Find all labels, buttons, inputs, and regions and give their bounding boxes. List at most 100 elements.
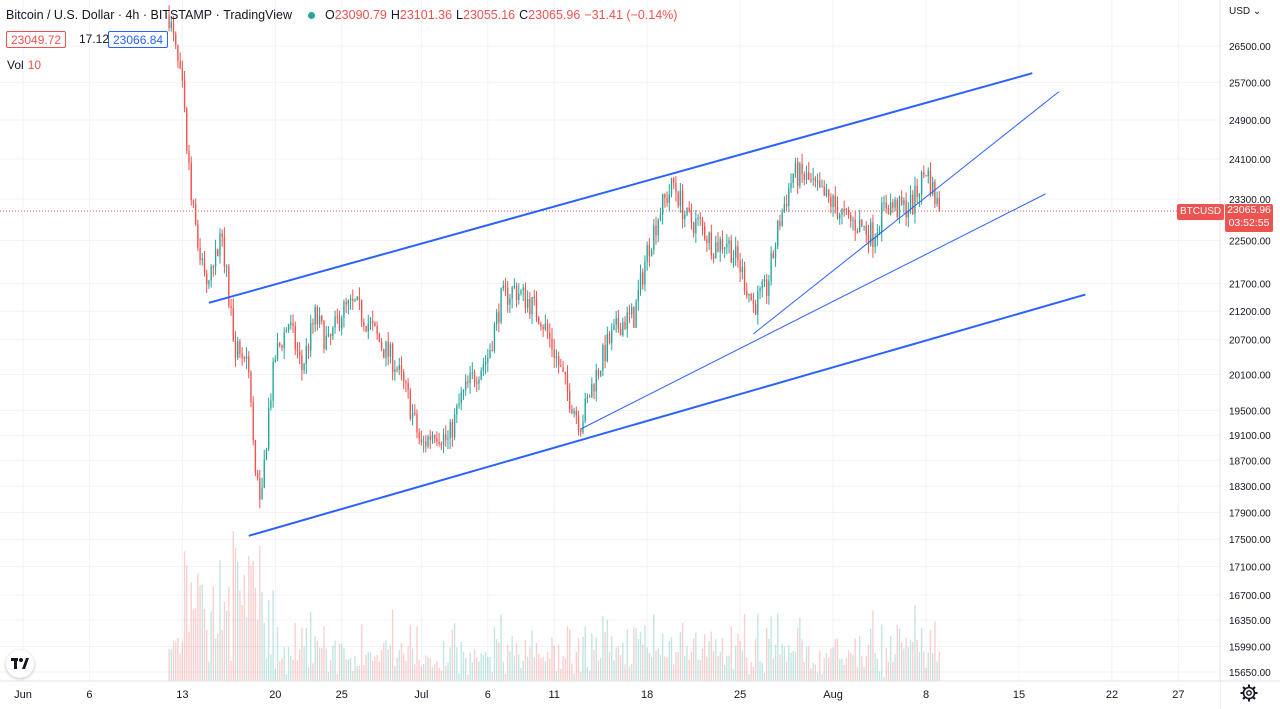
ask-price[interactable]: 23066.84 (108, 31, 169, 48)
candle-body (781, 211, 783, 226)
gear-icon[interactable] (1240, 684, 1258, 702)
volume-bar (752, 666, 755, 681)
volume-bar (916, 639, 918, 681)
candle-body (551, 338, 553, 350)
volume-bar (648, 653, 651, 681)
trendline-support-steep[interactable] (753, 91, 1060, 335)
candle-body (469, 373, 471, 384)
volume-bar (531, 630, 533, 681)
candle-body (533, 296, 535, 299)
volume-bar (772, 658, 775, 681)
candle-body (721, 239, 724, 250)
candle-body (790, 183, 792, 189)
symbol-legend[interactable]: Bitcoin / U.S. Dollar · 4h · BITSTAMP · … (6, 8, 678, 22)
time-axis[interactable]: Jun 6 13 20 25 Jul 6 11 18 25 Aug 8 15 22 27 (14, 689, 1184, 701)
candle-body (197, 224, 199, 248)
candle-body (429, 436, 431, 440)
candle-body (279, 343, 281, 346)
interval[interactable]: 4h (125, 8, 140, 22)
candle-body (531, 296, 533, 315)
candle-body (931, 181, 934, 195)
volume-bar (248, 555, 250, 681)
volume-bar (316, 640, 319, 681)
ohlc-high-label: H (390, 8, 400, 22)
candle-body (303, 363, 305, 371)
volume-bar (190, 582, 192, 681)
volume-bar (613, 660, 615, 681)
volume-legend[interactable]: Vol 10 (7, 58, 41, 72)
candle-body (679, 190, 682, 206)
volume-bar (898, 628, 901, 681)
volume-bar (774, 644, 777, 681)
currency-selector[interactable]: USD ⌄ (1229, 6, 1261, 17)
candle-body (321, 315, 323, 322)
volume-bar (569, 629, 571, 681)
volume-bar (369, 652, 372, 681)
volume-bar (626, 629, 628, 681)
volume-bar (555, 670, 558, 681)
price-tick-label: 22500.00 (1229, 236, 1271, 247)
price-tick-label: 17100.00 (1229, 563, 1271, 574)
volume-bar (312, 663, 314, 681)
volume-bar (168, 649, 170, 681)
volume-bar (509, 651, 511, 681)
volume-bar (695, 632, 697, 681)
time-tick-label: 11 (548, 689, 559, 701)
volume-bar (380, 650, 383, 681)
volume-bar (403, 653, 405, 681)
volume-bar (677, 652, 679, 681)
symbol-name[interactable]: Bitcoin / U.S. Dollar (6, 8, 115, 22)
candle-body (535, 298, 538, 318)
volume-bar (513, 655, 516, 681)
trendline-support-shallow[interactable] (580, 193, 1046, 430)
volume-bar (832, 647, 834, 681)
candle-body (599, 370, 602, 376)
volume-bar (460, 642, 462, 681)
volume-bar (650, 656, 653, 681)
candle-body (920, 172, 923, 195)
candle-body (602, 344, 604, 371)
volume-bar (881, 624, 883, 681)
volume-bar (526, 656, 529, 681)
volume-bar (230, 660, 232, 681)
candle-body (730, 240, 732, 263)
candle-body (422, 441, 425, 443)
candle-body (633, 307, 635, 328)
trendlines[interactable] (208, 72, 1086, 537)
volume-bar (659, 655, 662, 681)
candle-body (905, 200, 907, 218)
candle-body (708, 232, 710, 243)
volume-bar (604, 632, 606, 681)
candle-body (433, 435, 436, 439)
bid-price[interactable]: 23049.72 (6, 31, 67, 48)
candle-body (719, 239, 721, 252)
candle-body (858, 219, 861, 233)
price-tick-label: 21700.00 (1229, 280, 1271, 291)
candle-body (336, 316, 338, 318)
candle-body (360, 299, 363, 322)
candle-body (374, 323, 376, 327)
trendline-upper-channel[interactable] (208, 72, 1033, 304)
candle-body (668, 194, 670, 203)
price-tick-label: 20100.00 (1229, 371, 1271, 382)
volume-bar (701, 648, 704, 681)
volume-bar (608, 652, 611, 681)
volume-bar (697, 659, 699, 681)
candle-body (878, 232, 881, 234)
volume-bar (285, 674, 288, 681)
candle-body (471, 372, 473, 374)
volume-bar (611, 636, 613, 681)
volume-bar (923, 651, 925, 681)
candle-body (695, 218, 697, 234)
candle-body (692, 222, 695, 234)
candle-body (927, 170, 929, 177)
volume-bar (292, 659, 294, 681)
candle-body (203, 258, 206, 274)
candle-body (816, 180, 819, 182)
tradingview-mark-icon (11, 658, 29, 669)
trendline-lower-channel[interactable] (248, 293, 1086, 537)
volume-bar (876, 658, 879, 681)
price-axis[interactable]: 26500.00 25700.00 24900.00 24100.00 23300.00… (1229, 42, 1271, 679)
tradingview-logo-icon[interactable] (6, 650, 34, 678)
